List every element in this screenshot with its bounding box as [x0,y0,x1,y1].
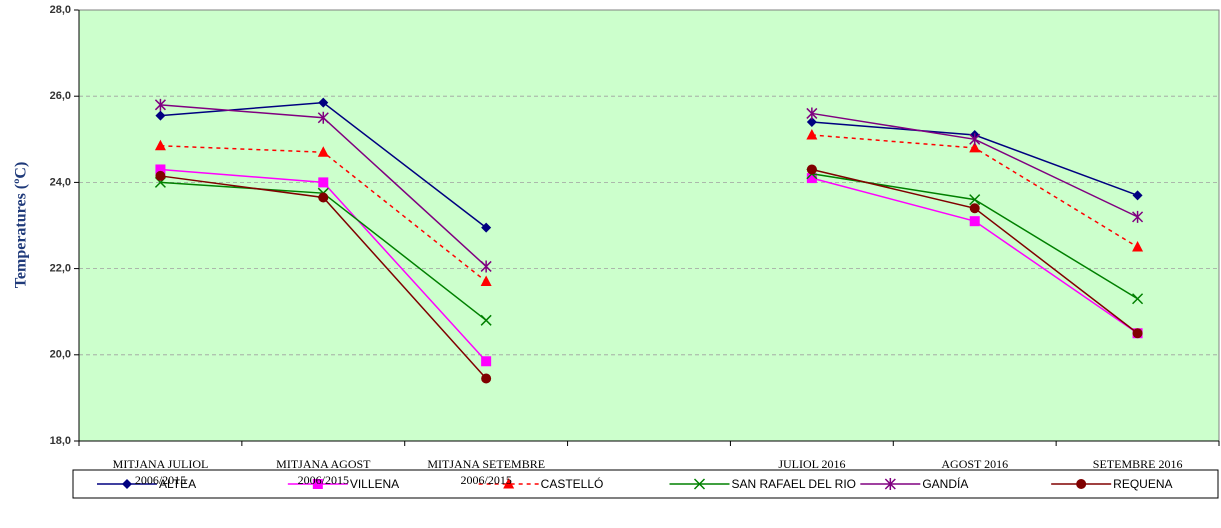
legend-label: REQUENA [1113,477,1173,491]
marker [318,177,329,188]
marker [969,194,981,206]
marker [1132,328,1143,339]
marker [155,110,166,121]
legend-label: SAN RAFAEL DEL RIO [731,477,856,491]
y-tick-label: 18,0 [50,435,71,447]
legend-marker [1076,479,1087,489]
legend-marker [693,478,706,490]
x-tick-label: MITJANA AGOST 2006/2015 [276,457,371,487]
legend-marker [884,478,896,490]
y-tick-label: 22,0 [50,263,71,275]
plot-area [79,10,1219,441]
y-axis-label: Temperatures (ºC) [13,162,30,289]
x-tick-label: SETEMBRE 2016 [1092,457,1183,471]
marker [318,192,329,203]
marker [1132,190,1143,201]
x-tick-label: MITJANA SETEMBRE 2006/2015 [427,457,546,487]
y-tick-label: 28,0 [50,4,71,16]
marker [481,373,492,384]
legend-item [97,479,157,489]
legend-item [478,478,539,489]
marker [317,146,329,157]
series [155,164,1143,384]
x-tick-label: JULIOL 2016 [778,457,846,471]
marker [480,275,492,287]
marker [969,141,981,153]
marker [1132,293,1144,305]
legend-label: VILLENA [349,477,400,491]
marker [154,98,166,111]
marker [480,260,492,273]
x-tick-label: AGOST 2016 [941,457,1009,471]
legend-box [72,469,1219,499]
legend-marker [312,479,323,489]
legend-item [287,479,348,489]
legend-item [1051,479,1112,489]
series [154,98,1144,273]
marker [1132,210,1144,223]
marker [155,164,166,175]
legend-marker [122,479,132,489]
legend-label: CASTELLÓ [540,477,604,491]
x-tick-label: MITJANA JULIOL 2006/2015 [112,457,209,487]
marker [969,133,981,146]
marker [154,139,166,151]
legend-label: ALTEA [159,477,197,491]
y-tick-label: 26,0 [50,90,71,102]
marker [969,203,980,214]
marker [481,356,492,367]
marker [317,111,329,124]
legend-marker [503,478,515,489]
marker [480,314,492,326]
marker [806,117,817,128]
marker [969,216,980,227]
legend-item [860,478,921,490]
marker [806,173,817,184]
marker [318,97,329,108]
marker [806,128,818,140]
series [154,128,1144,287]
y-tick-label: 24,0 [50,176,71,188]
legend-label: GANDÍA [922,477,969,491]
marker [806,107,818,120]
marker [481,222,492,233]
marker [155,170,166,181]
marker [806,164,817,175]
marker [1132,241,1144,252]
legend-item [669,478,730,490]
y-tick-label: 20,0 [50,349,71,361]
